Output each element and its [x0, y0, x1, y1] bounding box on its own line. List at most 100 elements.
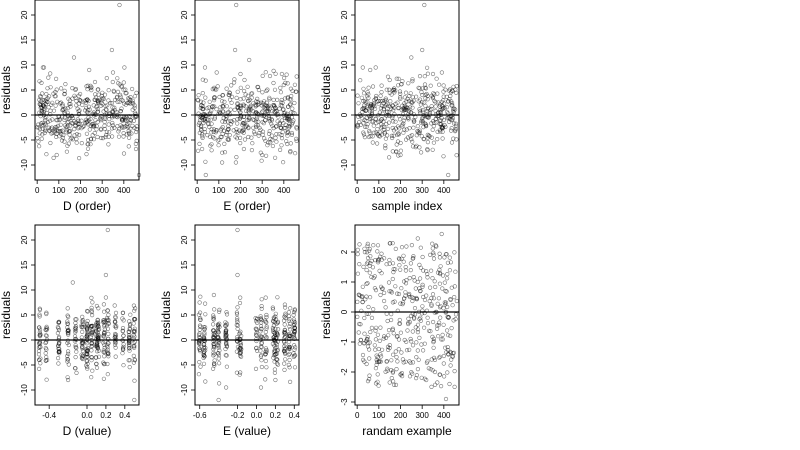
data-point	[203, 312, 208, 317]
data-point	[420, 284, 425, 289]
data-point	[94, 321, 99, 326]
data-point	[425, 65, 430, 70]
data-point	[372, 343, 377, 348]
data-point	[224, 342, 229, 347]
data-point	[368, 295, 373, 300]
data-point	[402, 337, 407, 343]
data-point	[285, 129, 291, 134]
data-point	[55, 123, 61, 128]
data-point	[121, 80, 126, 85]
data-point	[200, 146, 205, 152]
x-tick-label: 100	[372, 186, 386, 195]
data-point	[430, 292, 436, 297]
data-point	[385, 126, 391, 131]
data-point	[258, 324, 264, 329]
data-point	[37, 327, 43, 332]
data-point	[428, 83, 433, 88]
data-point	[224, 132, 229, 138]
data-point	[232, 107, 237, 112]
data-point	[202, 118, 207, 124]
data-point	[279, 136, 285, 141]
data-point	[259, 158, 264, 163]
data-point	[109, 100, 114, 106]
data-point	[272, 348, 277, 353]
data-point	[418, 245, 423, 250]
data-point	[70, 85, 75, 91]
data-point	[387, 289, 392, 294]
data-point	[136, 172, 142, 178]
data-point	[411, 275, 416, 280]
data-point	[267, 129, 272, 134]
data-point	[96, 306, 101, 311]
data-point	[362, 135, 368, 140]
x-tick-label: 0.0	[81, 411, 93, 420]
data-point	[85, 318, 90, 324]
x-tick-label: 400	[277, 186, 291, 195]
data-point	[430, 276, 435, 281]
data-point	[80, 329, 85, 335]
data-point	[294, 74, 299, 79]
data-point	[279, 133, 284, 138]
data-point	[66, 342, 71, 348]
data-point	[84, 109, 90, 115]
data-point	[263, 295, 268, 300]
data-point	[441, 361, 446, 366]
data-point	[358, 337, 364, 342]
data-point	[419, 342, 424, 347]
data-point	[43, 121, 48, 126]
data-point	[201, 351, 206, 356]
data-point	[397, 263, 402, 268]
data-point	[423, 85, 428, 90]
x-axis-label: E (order)	[223, 199, 270, 213]
data-point	[454, 83, 459, 89]
data-point	[89, 295, 94, 301]
data-point	[56, 328, 62, 333]
data-point	[88, 137, 94, 142]
data-point	[240, 128, 245, 133]
y-tick-label: 0	[340, 309, 349, 314]
data-point	[292, 343, 297, 348]
data-point	[375, 372, 380, 377]
data-point	[251, 101, 256, 106]
data-point	[401, 360, 406, 365]
data-point	[406, 98, 412, 104]
data-point	[281, 318, 287, 323]
data-point	[439, 337, 444, 342]
data-point	[393, 349, 398, 354]
data-point	[416, 357, 421, 362]
data-point	[120, 326, 126, 331]
data-point	[103, 134, 108, 140]
data-point	[88, 83, 93, 88]
data-point	[198, 310, 203, 315]
data-point	[201, 355, 206, 361]
data-point	[234, 155, 239, 160]
data-point	[54, 152, 59, 158]
data-point	[93, 95, 98, 100]
data-point	[93, 92, 98, 97]
data-point	[449, 128, 454, 133]
data-point	[361, 86, 366, 91]
data-point	[410, 343, 416, 348]
data-point	[441, 322, 446, 327]
data-point	[79, 118, 84, 123]
data-point	[103, 116, 108, 121]
data-point	[430, 147, 435, 152]
data-point	[117, 92, 123, 97]
data-point	[85, 364, 90, 370]
data-point	[371, 243, 376, 248]
data-point	[286, 104, 291, 109]
data-point	[366, 85, 371, 90]
data-point	[282, 322, 287, 327]
data-point	[294, 138, 299, 143]
data-point	[36, 366, 42, 372]
data-point	[389, 106, 394, 111]
data-point	[365, 243, 370, 248]
data-point	[232, 77, 237, 82]
data-point	[62, 139, 67, 144]
y-axis-label: residuals	[0, 66, 13, 114]
data-point	[390, 261, 396, 266]
data-point	[369, 102, 374, 107]
data-point	[437, 102, 443, 107]
data-point	[132, 125, 137, 130]
data-point	[410, 360, 416, 365]
